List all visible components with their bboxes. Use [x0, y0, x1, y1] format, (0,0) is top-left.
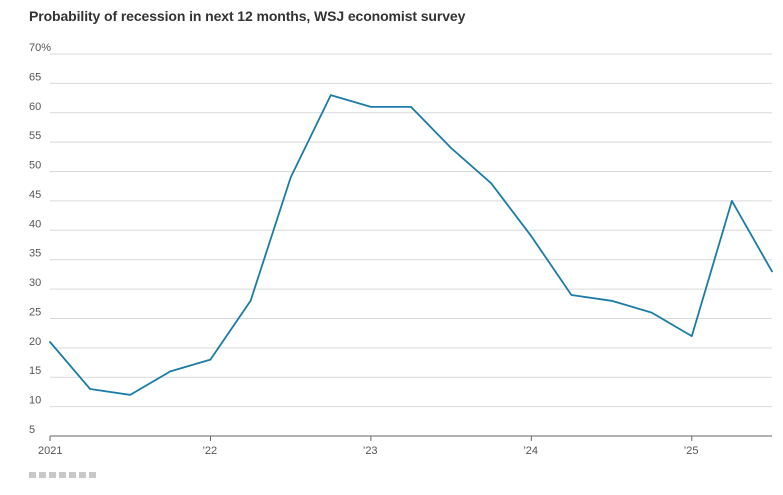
y-tick-label: 60: [29, 101, 41, 113]
y-tick-label: 30: [29, 277, 41, 289]
y-tick-label: 55: [29, 130, 41, 142]
x-tick-label: ’22: [202, 445, 217, 457]
y-tick-label: 10: [29, 395, 41, 407]
y-tick-label: 70%: [29, 42, 51, 54]
x-axis-ticks: 2021 ’22 ’23 ’24 ’25: [38, 436, 698, 457]
y-tick-label: 25: [29, 306, 41, 318]
y-tick-label: 5: [29, 424, 35, 436]
x-tick-label: ’25: [684, 445, 699, 457]
chart-title: Probability of recession in next 12 mont…: [29, 8, 466, 24]
y-axis-ticks: 5 10 15 20 25 30 35 40 45 50 55 60 65 70%: [29, 42, 51, 436]
series-line: [49, 94, 773, 396]
x-tick-label: 2021: [38, 445, 62, 457]
series-layer: [49, 94, 773, 396]
y-tick-label: 45: [29, 189, 41, 201]
y-tick-label: 50: [29, 160, 41, 172]
y-tick-label: 15: [29, 365, 41, 377]
y-tick-label: 35: [29, 248, 41, 260]
y-tick-label: 65: [29, 71, 41, 83]
y-tick-label: 40: [29, 218, 41, 230]
y-tick-label: 20: [29, 336, 41, 348]
x-tick-label: ’23: [363, 445, 378, 457]
x-tick-label: ’24: [523, 445, 538, 457]
grid-lines: [50, 53, 772, 437]
source-logo-icon: [29, 472, 96, 478]
